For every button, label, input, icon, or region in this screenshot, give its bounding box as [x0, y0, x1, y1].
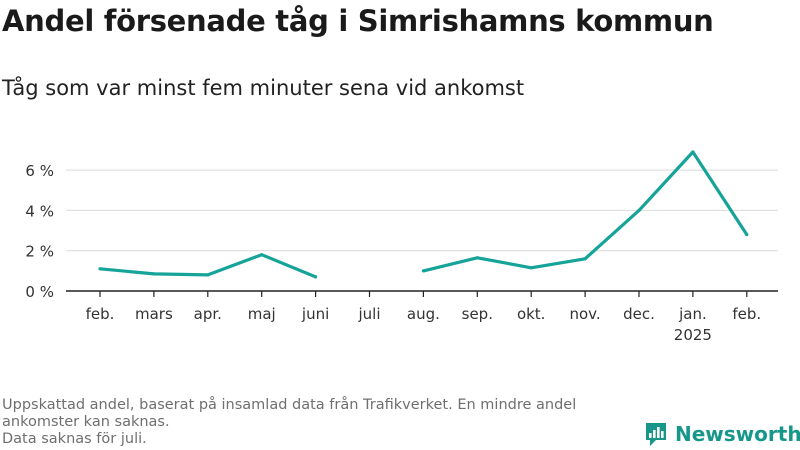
y-tick-label: 6 %	[25, 162, 54, 180]
footnote-line-1: Uppskattad andel, baserat på insamlad da…	[2, 397, 577, 413]
data-point	[637, 208, 641, 212]
x-tick-label: sep.	[462, 305, 493, 323]
data-point	[475, 256, 479, 260]
data-point	[206, 273, 210, 277]
x-tick-sublabel: 2025	[674, 326, 712, 344]
brand-name: Newsworthy	[675, 422, 800, 446]
data-point	[583, 257, 587, 261]
x-tick-label: jan.	[678, 305, 707, 323]
y-tick-label: 0 %	[25, 283, 54, 301]
line-chart: 0 % 2 % 4 % 6 % feb. mars apr. maj juni juli aug. s…	[25, 150, 778, 344]
x-tick-label: apr.	[194, 305, 222, 323]
data-point	[98, 267, 102, 271]
x-tick-label: feb.	[732, 305, 761, 323]
data-point	[314, 275, 318, 279]
brand-logo: Newsworthy	[644, 420, 800, 448]
data-point	[745, 233, 749, 237]
footnote-line-3: Data saknas för juli.	[2, 431, 147, 447]
footnote-line-2: ankomster kan saknas.	[2, 414, 170, 430]
x-tick-label: mars	[135, 305, 173, 323]
x-tick-label: juli	[357, 305, 380, 323]
chart-title: Andel försenade tåg i Simrishamns kommun	[2, 4, 714, 38]
footnote: Uppskattad andel, baserat på insamlad da…	[2, 397, 642, 448]
x-tick-label: okt.	[517, 305, 546, 323]
data-point	[691, 150, 695, 154]
x-tick-label: feb.	[86, 305, 115, 323]
x-tick-label: juni	[301, 305, 329, 323]
data-point	[152, 272, 156, 276]
newsworthy-logo-icon	[646, 423, 666, 446]
y-tick-label: 2 %	[25, 243, 54, 261]
chart-subtitle: Tåg som var minst fem minuter sena vid a…	[2, 76, 525, 100]
x-tick-label: maj	[248, 305, 276, 323]
x-tick-label: dec.	[623, 305, 655, 323]
y-tick-label: 4 %	[25, 202, 54, 220]
data-point	[529, 266, 533, 270]
data-point	[260, 253, 264, 257]
x-tick-label: aug.	[407, 305, 440, 323]
data-point	[421, 269, 425, 273]
x-tick-label: nov.	[570, 305, 601, 323]
